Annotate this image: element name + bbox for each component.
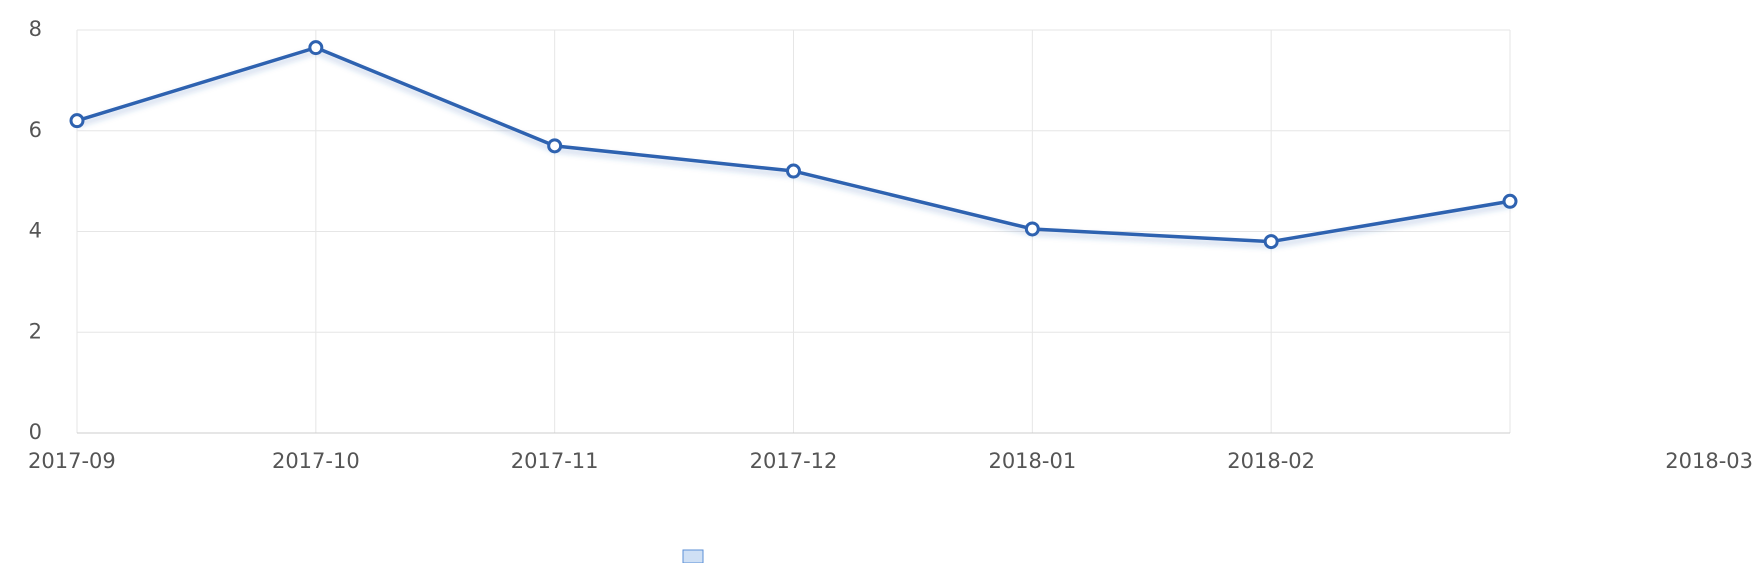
- point: [69, 113, 85, 129]
- point: [308, 40, 324, 56]
- x-tick-label: 2017-10: [272, 449, 360, 473]
- point: [1024, 221, 1040, 237]
- point: [1502, 193, 1518, 209]
- x-tick-label: 2017-11: [511, 449, 599, 473]
- x-tick-label: 2017-12: [750, 449, 838, 473]
- point: [1263, 234, 1279, 250]
- x-tick-label: 2017-09: [28, 449, 116, 473]
- point: [786, 163, 801, 179]
- legend-swatch: [682, 549, 704, 563]
- y-tick-label: 6: [29, 118, 42, 142]
- x-tick-label: 2018-03: [1665, 449, 1753, 473]
- y-tick-label: 2: [29, 319, 42, 343]
- x-tick-label: 2018-01: [988, 449, 1076, 473]
- point: [547, 138, 563, 154]
- x-tick-label: 2018-02: [1227, 449, 1315, 473]
- y-tick-label: 0: [29, 420, 42, 444]
- y-tick-label: 8: [29, 17, 42, 41]
- y-tick-label: 4: [29, 219, 42, 243]
